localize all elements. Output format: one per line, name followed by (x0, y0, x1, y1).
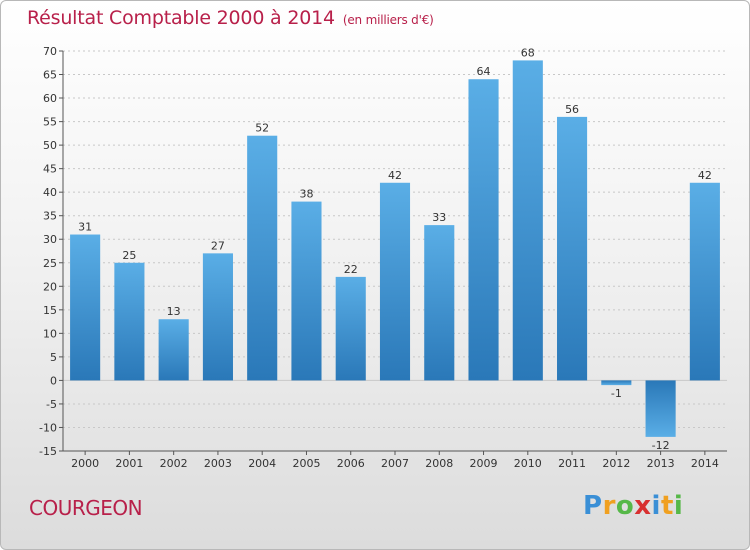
data-label: 25 (122, 249, 136, 262)
logo-letter: i (651, 491, 661, 521)
data-label: -12 (652, 439, 670, 452)
x-tick-label: 2011 (558, 457, 586, 470)
bar-2001 (114, 262, 145, 381)
logo-letter: t (660, 491, 674, 521)
logo-letter: i (673, 491, 684, 521)
proxiti-logo: Proxiti (583, 491, 683, 521)
x-tick-label: 2000 (71, 457, 99, 470)
x-tick-label: 2003 (204, 457, 232, 470)
y-tick-label: 15 (43, 304, 57, 317)
data-label: 68 (521, 46, 535, 59)
x-tick-label: 2013 (647, 457, 675, 470)
data-label: 33 (432, 211, 446, 224)
y-tick-label: 55 (43, 116, 57, 129)
logo-letter: o (615, 491, 635, 521)
bar-2003 (202, 253, 233, 381)
bar-2009 (468, 79, 499, 381)
x-tick-label: 2002 (160, 457, 188, 470)
bar-2013 (645, 380, 676, 437)
x-tick-label: 2009 (470, 457, 498, 470)
axis-layer: -15 -10 -5 0 5 10 15 20 25 30 35 40 45 50 55 60 65 70 2000… (39, 45, 727, 470)
bar-2010 (512, 60, 543, 381)
y-tick-label: 60 (43, 92, 57, 105)
y-tick-label: -15 (39, 445, 57, 458)
x-tick-label: 2004 (248, 457, 276, 470)
x-tick-label: 2010 (514, 457, 542, 470)
data-label: -1 (611, 387, 622, 400)
x-tick-label: 2007 (381, 457, 409, 470)
data-label: 42 (388, 169, 402, 182)
y-tick-label: -10 (39, 421, 57, 434)
data-label: 27 (211, 239, 225, 252)
bar-2007 (379, 182, 411, 381)
x-tick-label: 2005 (292, 457, 320, 470)
data-label: 38 (299, 188, 313, 201)
x-tick-label: 2014 (691, 457, 719, 470)
x-tick-label: 2008 (425, 457, 453, 470)
bar-2002 (158, 319, 189, 381)
x-tick-label: 2006 (337, 457, 365, 470)
y-tick-label: 70 (43, 45, 57, 58)
logo-letter: r (602, 491, 616, 521)
data-label: 13 (167, 305, 181, 318)
bar-2014 (689, 182, 720, 381)
data-label: 52 (255, 122, 269, 135)
y-tick-label: 0 (50, 374, 57, 387)
y-tick-label: -5 (46, 398, 57, 411)
y-tick-label: 20 (43, 280, 57, 293)
chart-subtitle: (en milliers d'€) (342, 13, 434, 27)
y-tick-label: 40 (43, 186, 57, 199)
x-tick-label: 2001 (115, 457, 143, 470)
y-tick-label: 65 (43, 69, 57, 82)
chart-title: Résultat Comptable 2000 à 2014 (en millie… (27, 7, 434, 29)
data-label: 31 (78, 221, 92, 234)
y-tick-label: 5 (50, 351, 57, 364)
bar-2004 (247, 135, 278, 381)
location-name: COURGEON (29, 496, 143, 520)
bar-2000 (70, 234, 101, 381)
bar-layer (70, 60, 720, 437)
y-tick-label: 25 (43, 257, 57, 270)
bar-2011 (557, 116, 588, 381)
bar-2006 (335, 276, 366, 381)
logo-letter: x (634, 491, 652, 521)
data-label: 22 (344, 263, 358, 276)
bar-2012 (601, 380, 632, 386)
data-label: 56 (565, 103, 579, 116)
y-tick-label: 45 (43, 163, 57, 176)
label-layer: 31 25 13 27 52 38 22 42 33 64 68 56 -1 -12 42 (78, 46, 712, 451)
data-label: 64 (477, 65, 491, 78)
y-tick-label: 35 (43, 210, 57, 223)
y-tick-label: 50 (43, 139, 57, 152)
bar-2005 (291, 201, 322, 381)
bar-2008 (424, 225, 455, 381)
y-tick-label: 10 (43, 327, 57, 340)
chart-title-text: Résultat Comptable 2000 à 2014 (27, 7, 335, 29)
y-tick-label: 30 (43, 233, 57, 246)
logo-letter: P (583, 491, 603, 521)
x-tick-label: 2012 (602, 457, 630, 470)
data-label: 42 (698, 169, 712, 182)
